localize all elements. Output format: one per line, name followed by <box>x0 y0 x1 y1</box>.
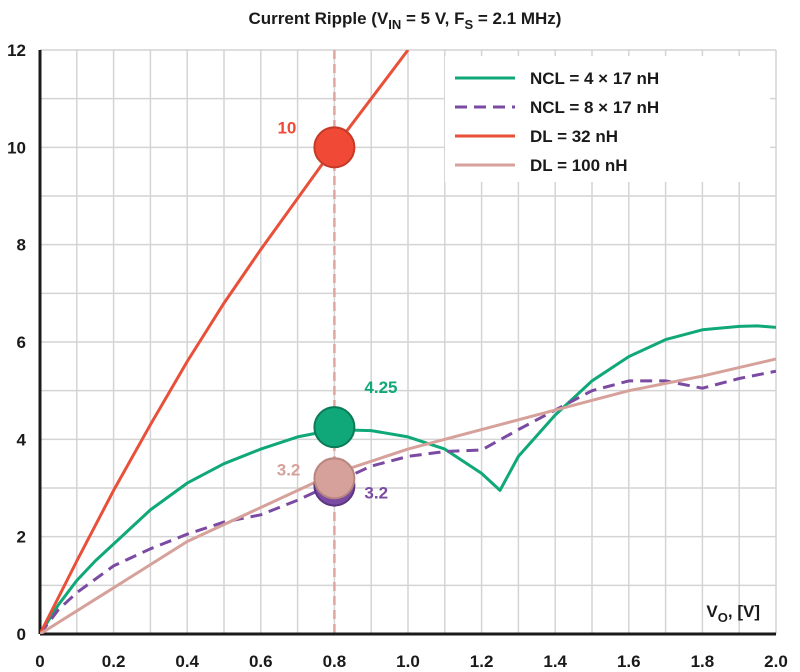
highlight-label: 3.2 <box>364 484 388 503</box>
x-tick-label: 2.0 <box>764 652 788 671</box>
highlight-point <box>313 406 356 449</box>
grid-lines <box>39 49 777 635</box>
x-tick-label: 0.6 <box>249 652 273 671</box>
legend-label: NCL = 8 × 17 nH <box>530 98 659 117</box>
series-line-2 <box>40 369 776 634</box>
x-tick-label: 1.0 <box>396 652 420 671</box>
highlight-label: 3.2 <box>277 460 301 479</box>
x-axis-ticks: 0 0.2 0.4 0.6 0.8 1.0 1.2 1.4 1.6 1.8 2.0 <box>35 652 788 671</box>
legend: NCL = 4 × 17 nH NCL = 8 × 17 nH DL = 32 nH… <box>445 56 770 182</box>
x-tick-label: 1.2 <box>470 652 494 671</box>
chart-title: Current Ripple (VIN = 5 V, FS = 2.1 MHz) <box>249 9 562 32</box>
x-tick-label: 1.4 <box>543 652 567 671</box>
highlight-label: 4.25 <box>364 378 397 397</box>
x-axis-label: VO, [V] <box>706 602 760 625</box>
x-tick-label: 0.8 <box>323 652 347 671</box>
y-axis-ticks: 0 2 4 6 8 10 12 <box>7 41 26 644</box>
y-tick-label: 8 <box>17 236 26 255</box>
series-line-4 <box>40 357 776 634</box>
y-tick-label: 6 <box>17 333 26 352</box>
x-tick-label: 0 <box>35 652 44 671</box>
y-tick-label: 10 <box>7 138 26 157</box>
highlight-label: 10 <box>277 118 296 137</box>
y-tick-label: 2 <box>17 528 26 547</box>
legend-label: DL = 100 nH <box>530 156 627 175</box>
x-tick-label: 0.2 <box>102 652 126 671</box>
y-tick-label: 4 <box>17 430 27 449</box>
x-tick-label: 1.6 <box>617 652 641 671</box>
x-tick-label: 0.4 <box>175 652 199 671</box>
series-lines <box>40 50 776 634</box>
legend-label: DL = 32 nH <box>530 127 618 146</box>
plot-area-frame <box>38 50 776 636</box>
y-tick-label: 12 <box>7 41 26 60</box>
highlight-point <box>313 457 356 500</box>
x-tick-label: 1.8 <box>691 652 715 671</box>
legend-label: NCL = 4 × 17 nH <box>530 69 659 88</box>
highlight-markers: 10 4.25 3.2 3.2 <box>277 118 397 507</box>
series-line-1 <box>40 324 776 634</box>
highlight-point <box>313 126 356 169</box>
y-tick-label: 0 <box>17 625 26 644</box>
